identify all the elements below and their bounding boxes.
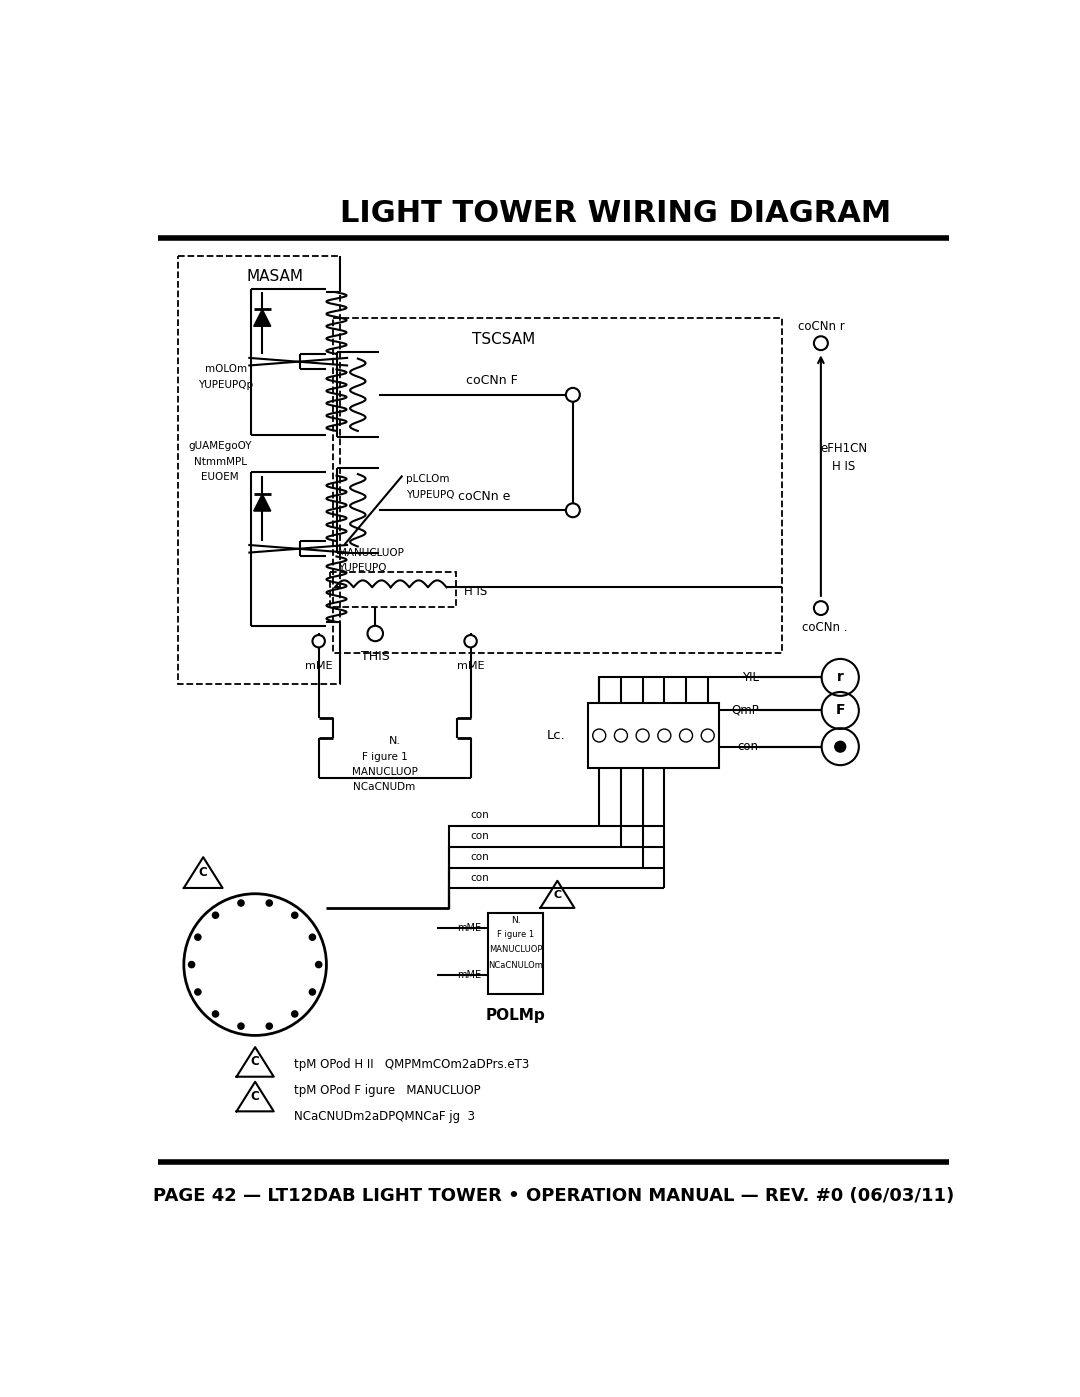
Circle shape: [266, 1023, 272, 1030]
Bar: [177, 256, 340, 683]
Text: F: F: [836, 704, 845, 718]
Circle shape: [315, 961, 322, 968]
Circle shape: [835, 742, 846, 752]
Text: coCNn r: coCNn r: [797, 320, 845, 332]
Text: NtmmMPL: NtmmMPL: [193, 457, 246, 467]
Circle shape: [238, 900, 244, 907]
Text: QmP: QmP: [731, 704, 759, 717]
Text: MANUCLUOP: MANUCLUOP: [352, 767, 418, 777]
Circle shape: [309, 935, 315, 940]
Text: gUAMEgoOY: gUAMEgoOY: [189, 441, 252, 451]
Circle shape: [194, 935, 201, 940]
Bar: [589, 703, 718, 768]
Text: eFH1CN: eFH1CN: [821, 443, 867, 455]
Circle shape: [312, 636, 325, 647]
Text: NCaCNUDm: NCaCNUDm: [353, 782, 416, 792]
Bar: [488, 914, 543, 993]
Text: YIL: YIL: [742, 671, 759, 685]
Circle shape: [367, 626, 383, 641]
Text: mOLOm: mOLOm: [204, 365, 246, 374]
Text: con: con: [471, 873, 489, 883]
Circle shape: [566, 503, 580, 517]
Circle shape: [213, 912, 218, 918]
Circle shape: [213, 1011, 218, 1017]
Text: F igure 1: F igure 1: [497, 930, 535, 939]
Text: mME: mME: [457, 970, 482, 979]
Text: YUPEUPQ: YUPEUPQ: [338, 563, 387, 573]
Text: H IS: H IS: [833, 460, 855, 474]
Text: PAGE 42 — LT12DAB LIGHT TOWER • OPERATION MANUAL — REV. #0 (06/03/11): PAGE 42 — LT12DAB LIGHT TOWER • OPERATIO…: [153, 1186, 954, 1204]
Bar: [333, 317, 782, 652]
Circle shape: [464, 636, 476, 647]
Circle shape: [814, 337, 828, 351]
Text: con: con: [471, 810, 489, 820]
Text: mME: mME: [457, 923, 482, 933]
Circle shape: [194, 989, 201, 995]
Polygon shape: [254, 309, 271, 327]
Text: NCaCNULOm: NCaCNULOm: [488, 961, 543, 970]
Circle shape: [814, 601, 828, 615]
Text: con: con: [738, 740, 759, 753]
Text: H IS: H IS: [464, 584, 488, 598]
Text: POLMp: POLMp: [486, 1007, 545, 1023]
Text: YUPEUPQ: YUPEUPQ: [406, 490, 455, 500]
Text: r: r: [837, 671, 843, 685]
Bar: [330, 571, 456, 606]
Text: YUPEUPQp: YUPEUPQp: [198, 380, 253, 390]
Text: TSCSAM: TSCSAM: [472, 332, 535, 346]
Text: EUOEM: EUOEM: [202, 472, 239, 482]
Text: C: C: [199, 866, 207, 880]
Text: Lc.: Lc.: [546, 729, 565, 742]
Circle shape: [238, 1023, 244, 1030]
Text: NCaCNUDm2aDPQMNCaF jg  3: NCaCNUDm2aDPQMNCaF jg 3: [294, 1109, 475, 1123]
Text: mME: mME: [305, 661, 333, 671]
Text: con: con: [471, 831, 489, 841]
Circle shape: [266, 900, 272, 907]
Text: THIS: THIS: [361, 650, 390, 664]
Text: MANUCLUOP: MANUCLUOP: [338, 548, 404, 557]
Text: coCNn .: coCNn .: [802, 620, 848, 634]
Text: N.: N.: [511, 916, 521, 925]
Text: pLCLOm: pLCLOm: [406, 475, 449, 485]
Text: C: C: [251, 1090, 259, 1102]
Text: C: C: [553, 890, 562, 900]
Text: C: C: [251, 1055, 259, 1069]
Circle shape: [292, 912, 298, 918]
Text: MANUCLUOP: MANUCLUOP: [489, 946, 542, 954]
Text: con: con: [471, 852, 489, 862]
Text: F igure 1: F igure 1: [362, 752, 407, 761]
Text: LIGHT TOWER WIRING DIAGRAM: LIGHT TOWER WIRING DIAGRAM: [340, 200, 891, 228]
Text: MASAM: MASAM: [246, 270, 303, 285]
Text: tpM OPod F igure   MANUCLUOP: tpM OPod F igure MANUCLUOP: [294, 1084, 481, 1097]
Text: N.: N.: [389, 736, 401, 746]
Circle shape: [309, 989, 315, 995]
Text: coCNn F: coCNn F: [465, 374, 517, 387]
Circle shape: [292, 1011, 298, 1017]
Text: tpM OPod H II   QMPMmCOm2aDPrs.eT3: tpM OPod H II QMPMmCOm2aDPrs.eT3: [294, 1058, 529, 1071]
Text: coCNn e: coCNn e: [458, 490, 510, 503]
Polygon shape: [254, 495, 271, 511]
Circle shape: [566, 388, 580, 402]
Text: mME: mME: [457, 661, 484, 671]
Circle shape: [189, 961, 194, 968]
